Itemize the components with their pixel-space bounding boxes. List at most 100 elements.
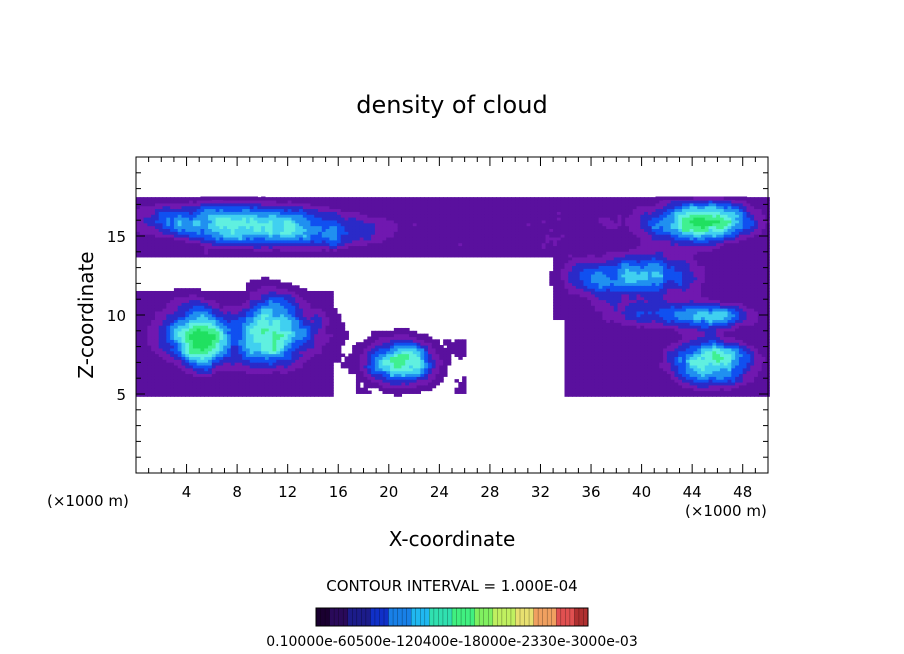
density-cell — [355, 234, 361, 238]
density-cell — [549, 199, 554, 204]
density-cell — [287, 356, 293, 360]
density-cell — [329, 387, 334, 392]
density-cell — [344, 245, 349, 249]
density-cell — [223, 308, 228, 312]
density-cell — [196, 362, 202, 366]
density-cell — [158, 333, 164, 338]
density-cell — [173, 393, 179, 397]
density-cell — [515, 219, 520, 224]
density-cell — [321, 219, 327, 224]
density-cell — [257, 310, 262, 315]
density-cell — [242, 379, 247, 383]
density-cell — [496, 242, 501, 247]
density-cell — [484, 242, 490, 247]
density-cell — [249, 205, 255, 210]
density-cell — [272, 214, 277, 218]
density-cell — [371, 248, 376, 252]
density-cell — [302, 316, 308, 321]
density-cell — [189, 364, 194, 369]
density-cell — [242, 373, 247, 377]
density-cell — [272, 390, 277, 394]
density-cell — [295, 288, 300, 292]
density-cell — [390, 245, 395, 249]
density-cell — [355, 254, 361, 258]
density-cell — [162, 199, 167, 204]
density-cell — [450, 254, 456, 258]
density-cell — [530, 248, 535, 252]
density-cell — [287, 208, 293, 212]
density-cell — [162, 350, 167, 355]
density-cell — [185, 302, 190, 306]
density-cell — [219, 393, 224, 397]
density-cell — [302, 225, 308, 230]
density-cell — [181, 254, 186, 258]
density-cell — [287, 319, 293, 323]
density-cell — [401, 379, 406, 383]
density-cell — [162, 359, 167, 363]
density-cell — [154, 239, 160, 244]
density-cell — [189, 390, 194, 394]
density-cell — [264, 339, 270, 343]
density-cell — [257, 327, 262, 332]
density-cell — [443, 236, 448, 241]
density-cell — [234, 356, 239, 360]
density-cell — [234, 217, 239, 221]
density-cell — [173, 319, 179, 323]
density-cell — [462, 236, 467, 241]
density-cell — [412, 228, 418, 232]
density-cell — [306, 339, 312, 343]
density-cell — [170, 302, 175, 306]
density-cell — [534, 217, 539, 221]
density-cell — [276, 387, 281, 392]
density-cell — [511, 236, 516, 241]
density-cell — [443, 225, 448, 230]
density-cell — [325, 310, 330, 315]
density-cell — [143, 393, 148, 397]
density-cell — [238, 254, 243, 258]
density-cell — [329, 362, 334, 366]
density-cell — [295, 290, 300, 295]
density-cell — [162, 322, 167, 326]
density-cell — [158, 299, 164, 303]
density-cell — [276, 225, 281, 230]
density-cell — [272, 225, 277, 230]
density-cell — [151, 199, 156, 204]
density-cell — [139, 302, 145, 306]
density-cell — [253, 245, 258, 249]
density-cell — [154, 367, 160, 372]
density-cell — [253, 367, 258, 372]
density-cell — [242, 353, 247, 357]
density-cell — [371, 353, 376, 357]
density-cell — [390, 347, 395, 352]
density-cell — [238, 390, 243, 394]
density-cell — [439, 347, 444, 352]
density-cell — [230, 367, 236, 372]
density-cell — [151, 379, 156, 383]
density-cell — [302, 373, 308, 377]
density-cell — [469, 234, 475, 238]
density-cell — [340, 362, 346, 366]
density-cell — [215, 234, 221, 238]
density-cell — [386, 373, 391, 377]
density-cell — [200, 296, 205, 301]
density-cell — [268, 333, 274, 338]
density-cell — [249, 313, 255, 318]
density-cell — [173, 313, 179, 318]
density-cell — [234, 302, 239, 306]
density-cell — [280, 390, 285, 394]
density-cell — [215, 248, 221, 252]
density-cell — [295, 370, 300, 375]
density-cell — [382, 356, 387, 360]
density-cell — [321, 367, 327, 372]
density-cell — [454, 231, 459, 235]
density-cell — [295, 217, 300, 221]
density-cell — [302, 333, 308, 338]
density-cell — [363, 205, 368, 210]
density-cell — [200, 299, 205, 303]
density-cell — [227, 254, 232, 258]
density-cell — [348, 245, 353, 249]
density-cell — [515, 242, 520, 247]
density-cell — [264, 356, 270, 360]
density-cell — [272, 202, 277, 207]
density-cell — [215, 296, 221, 301]
